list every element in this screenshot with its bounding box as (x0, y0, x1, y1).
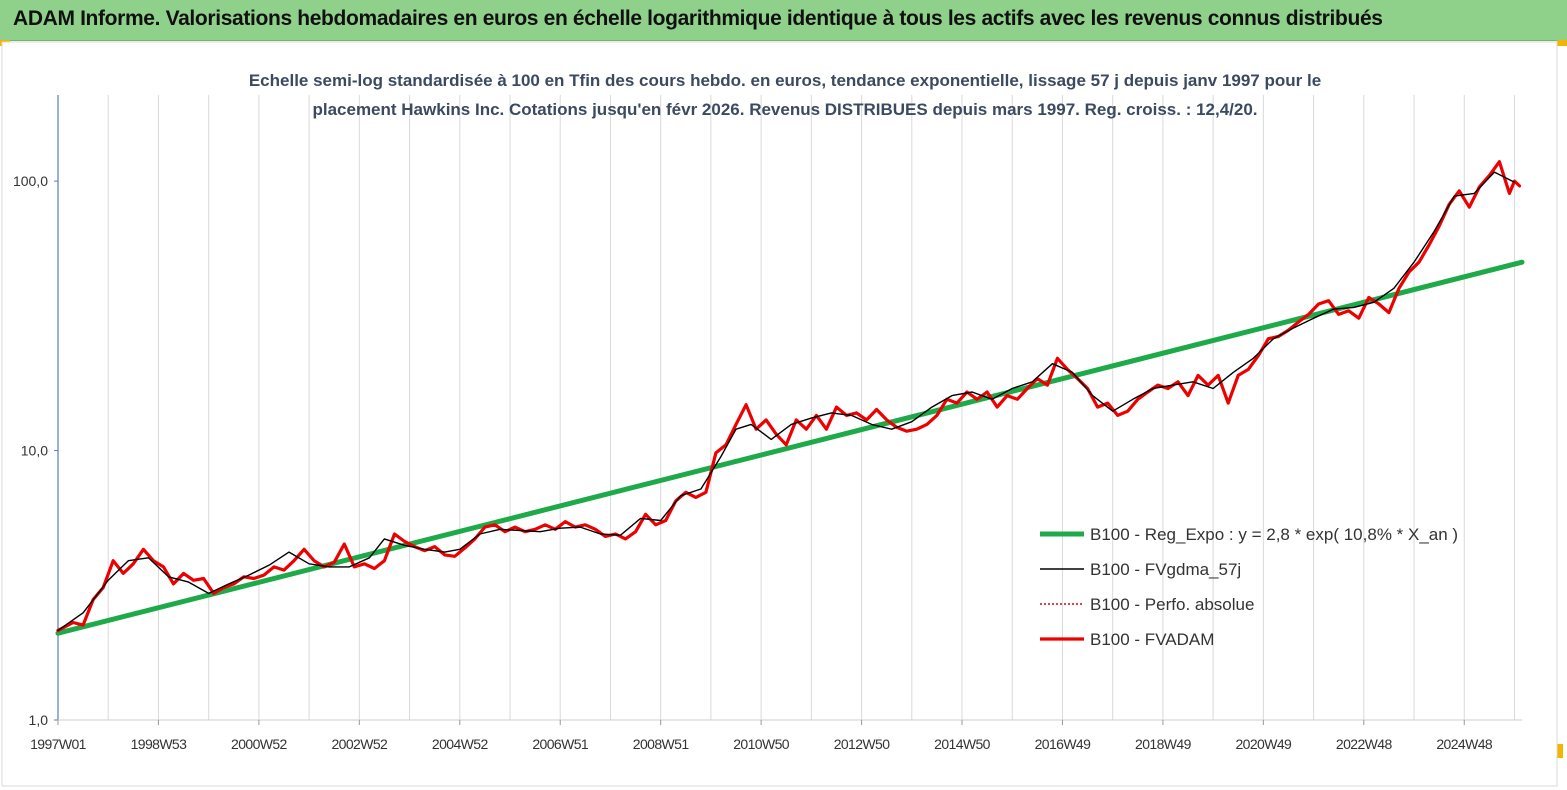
x-tick-label-10: 2016W49 (1035, 736, 1092, 752)
x-axis-ticks: 1997W01 1998W53 2000W52 2002W52 2004W52 2006W… (30, 720, 1494, 752)
x-tick-label-0: 1997W01 (30, 736, 87, 752)
x-tick-label-5: 2006W51 (532, 736, 589, 752)
x-tick-label-11: 2018W49 (1135, 736, 1192, 752)
x-tick-label-1: 1998W53 (131, 736, 188, 752)
chart-title-line-1: Echelle semi-log standardisée à 100 en T… (248, 71, 1322, 90)
x-tick-label-12: 2020W49 (1235, 736, 1292, 752)
y-tick-label-10: 10,0 (21, 443, 48, 459)
chart-title: Echelle semi-log standardisée à 100 en T… (140, 66, 1430, 124)
legend-label-0: B100 - Reg_Expo : y = 2,8 * exp( 10,8% *… (1090, 525, 1458, 544)
x-tick-label-6: 2008W51 (633, 736, 690, 752)
x-tick-label-7: 2010W50 (733, 736, 790, 752)
x-tick-label-2: 2000W52 (231, 736, 288, 752)
legend-label-3: B100 - FVADAM (1090, 630, 1214, 649)
report-title: ADAM Informe. Valorisations hebdomadaire… (13, 7, 1383, 30)
chart-title-line-2: placement Hawkins Inc. Cotations jusqu'e… (312, 100, 1258, 119)
x-tick-label-4: 2004W52 (432, 736, 489, 752)
legend-label-1: B100 - FVgdma_57j (1090, 560, 1241, 579)
y-tick-label-1: 1,0 (29, 712, 49, 728)
series-line-1 (57, 171, 1516, 632)
chart-area-border (1, 41, 1558, 787)
y-axis-ticks: 1,0 10,0 100,0 (13, 173, 58, 728)
x-tick-label-9: 2014W50 (934, 736, 991, 752)
x-tick-label-14: 2024W48 (1436, 736, 1493, 752)
x-tick-label-13: 2022W48 (1336, 736, 1393, 752)
x-tick-label-3: 2002W52 (331, 736, 388, 752)
y-tick-label-100: 100,0 (13, 173, 48, 189)
series-line-0 (55, 259, 1525, 636)
legend: B100 - Reg_Expo : y = 2,8 * exp( 10,8% *… (1040, 525, 1458, 649)
header-bar: ADAM Informe. Valorisations hebdomadaire… (0, 0, 1567, 41)
x-tick-label-8: 2012W50 (834, 736, 891, 752)
corner-mark-bottom-right (1557, 744, 1563, 758)
legend-label-2: B100 - Perfo. absolue (1090, 595, 1254, 614)
series-layer (55, 160, 1525, 636)
grid-lines (107, 95, 1515, 720)
corner-mark-top-right (1557, 40, 1567, 46)
